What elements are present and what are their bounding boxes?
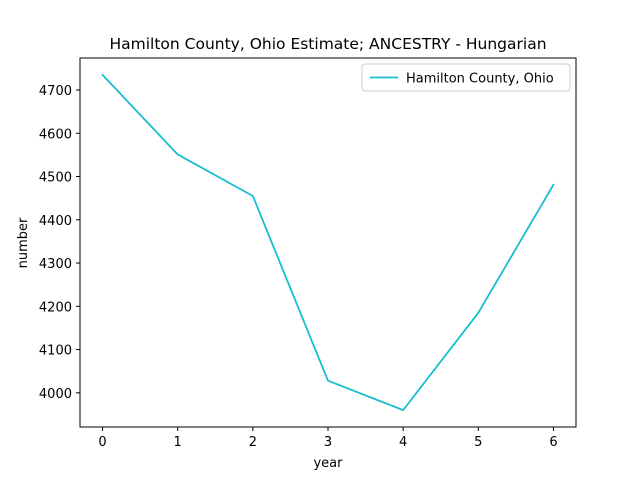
legend: Hamilton County, Ohio xyxy=(361,63,571,92)
y-tick-label: 4400 xyxy=(39,214,72,229)
series-line xyxy=(101,73,555,412)
legend-box xyxy=(361,63,571,92)
x-tick-label: 1 xyxy=(174,435,182,450)
y-tick-label: 4700 xyxy=(39,84,72,99)
x-tick-label: 3 xyxy=(324,435,332,450)
plot-frame xyxy=(79,57,577,428)
y-tick-label: 4600 xyxy=(39,127,72,142)
x-tick-label: 0 xyxy=(98,435,106,450)
x-tick-label: 2 xyxy=(249,435,257,450)
y-axis-label: number xyxy=(16,217,31,268)
y-tick-label: 4000 xyxy=(39,387,72,402)
x-tick-label: 4 xyxy=(399,435,407,450)
x-tick-label: 5 xyxy=(474,435,482,450)
plot-area: 0 1 2 3 4 5 6 4000 4100 4200 4300 4400 4500 4600 4700 xyxy=(39,57,577,450)
x-axis-label: year xyxy=(313,456,343,471)
y-tick-label: 4500 xyxy=(39,171,72,186)
chart-title: Hamilton County, Ohio Estimate; ANCESTRY… xyxy=(109,35,546,53)
x-tick-label: 6 xyxy=(549,435,557,450)
y-tick-label: 4300 xyxy=(39,257,72,272)
legend-label: Hamilton County, Ohio xyxy=(406,72,554,87)
y-tick-label: 4100 xyxy=(39,344,72,359)
y-tick-label: 4200 xyxy=(39,300,72,315)
